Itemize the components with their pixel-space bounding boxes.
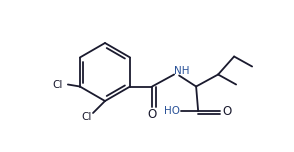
Text: O: O bbox=[223, 105, 232, 118]
Text: Cl: Cl bbox=[53, 79, 63, 90]
Text: HO: HO bbox=[164, 105, 180, 116]
Text: O: O bbox=[148, 108, 157, 121]
Text: Cl: Cl bbox=[82, 112, 92, 122]
Text: NH: NH bbox=[174, 66, 190, 76]
